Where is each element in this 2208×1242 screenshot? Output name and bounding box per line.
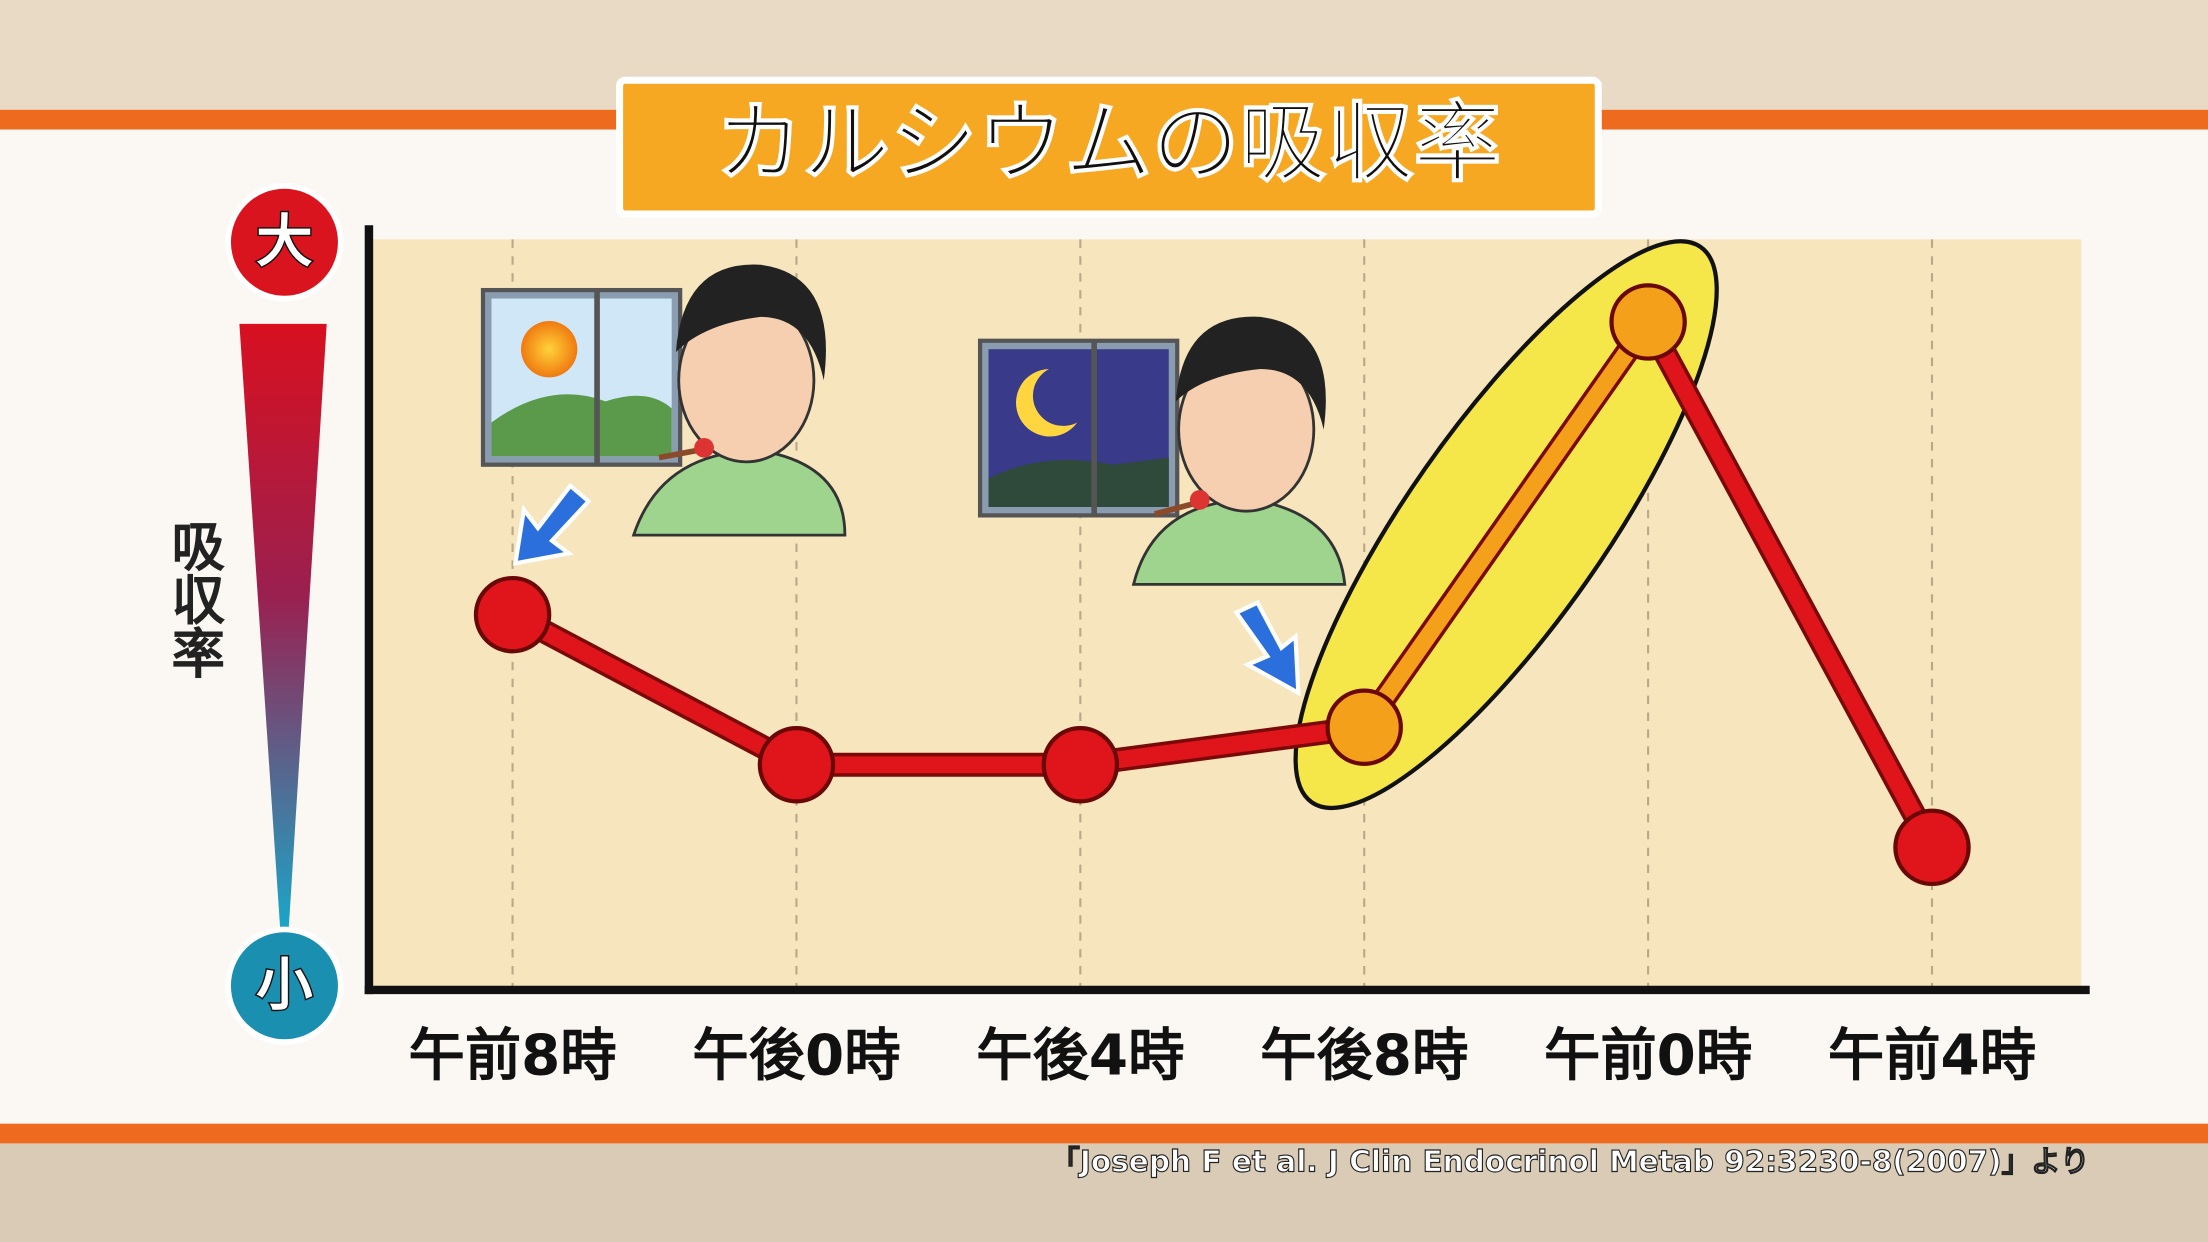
illustration-night [977, 316, 1347, 586]
x-tick-label: 午前8時 [409, 1024, 617, 1089]
y-tick-badge [225, 183, 344, 302]
arrow [512, 482, 592, 566]
x-tick-label: 午後4時 [976, 1024, 1184, 1089]
x-tick-label: 午前4時 [1828, 1024, 2036, 1089]
source-note: 「Joseph F et al. J Clin Endocrinol Metab… [1050, 1145, 2089, 1179]
y-axis-label: 吸収率 [163, 518, 226, 679]
point [1609, 283, 1687, 361]
line-highlight [1357, 317, 1656, 733]
y-tick-badge [225, 926, 344, 1045]
x-tick-label: 午後8時 [1260, 1024, 1468, 1089]
stripe [0, 1123, 2208, 1144]
line [508, 313, 1940, 852]
y-tick-label: 小 [256, 953, 312, 1018]
illustration-morning [480, 264, 847, 537]
chart-title: カルシウムの吸収率 [715, 92, 1501, 194]
y-tick-label: 大 [256, 210, 312, 275]
floor [0, 1143, 2208, 1242]
arrow [1233, 599, 1301, 697]
title-box [616, 76, 1602, 218]
x-tick-label: 午後0時 [692, 1024, 900, 1089]
x-tick-label: 午前0時 [1544, 1024, 1752, 1089]
point [1325, 688, 1403, 766]
point [473, 575, 552, 654]
point [1893, 808, 1971, 887]
y-gauge [239, 323, 327, 930]
point [757, 726, 836, 804]
point [1041, 726, 1120, 804]
